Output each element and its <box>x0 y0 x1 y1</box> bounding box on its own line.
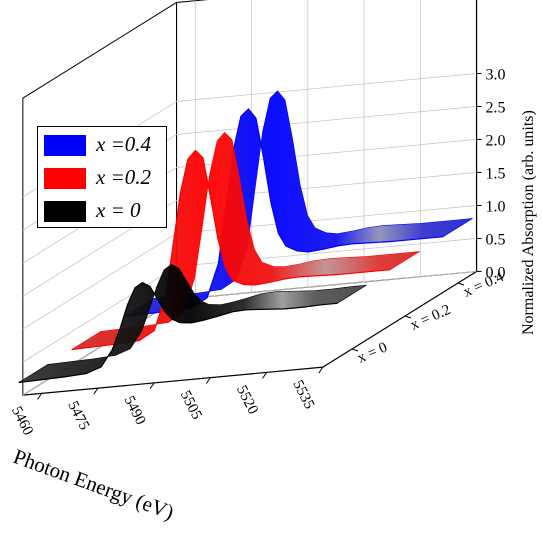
grid-line <box>22 299 177 396</box>
legend-label: x = 0 <box>96 198 141 222</box>
y-tick <box>351 348 359 352</box>
legend-label: x =0.2 <box>96 165 151 189</box>
x-axis-label: Photon Energy (eV) <box>10 444 177 524</box>
x-tick <box>262 372 268 379</box>
series-ribbons <box>18 90 473 384</box>
z-tick-label: 0.0 <box>486 264 506 281</box>
grid-line <box>22 266 177 363</box>
x-tick <box>93 387 99 395</box>
grid-line <box>176 271 477 300</box>
x-tick-label: 5535 <box>289 378 317 412</box>
legend-item-x-0.4: x =0.4 <box>44 132 162 157</box>
legend-item-x-0: x = 0 <box>44 198 162 223</box>
legend-swatch-red <box>44 168 86 189</box>
x-tick-label: 5460 <box>8 404 36 438</box>
y-tick <box>457 282 465 286</box>
x-tick <box>205 377 211 384</box>
y-tick <box>404 315 412 319</box>
y-tick-label: x = 0.2 <box>408 302 453 334</box>
x-tick-label: 5520 <box>233 383 261 417</box>
series-line <box>18 281 338 384</box>
x-tick-label: 5475 <box>64 399 92 433</box>
z-tick-label: 1.0 <box>486 198 506 215</box>
z-axis-label: Normalized Absorption (arb. units) <box>520 110 537 335</box>
x-tick <box>149 382 155 390</box>
legend-swatch-black <box>44 201 86 222</box>
legend: x =0.4 x =0.2 x = 0 <box>37 126 167 228</box>
z-tick-label: 1.5 <box>486 165 506 182</box>
x-tick <box>37 393 43 400</box>
legend-label: x =0.4 <box>96 132 151 156</box>
grid-line <box>22 233 177 330</box>
z-tick-label: 2.5 <box>486 99 506 116</box>
z-tick-label: 0.5 <box>486 231 506 248</box>
legend-swatch-blue <box>44 135 86 156</box>
z-tick-label: 2.0 <box>486 132 506 149</box>
series-line <box>124 108 444 318</box>
x-tick <box>318 366 324 374</box>
x-tick-label: 5490 <box>121 393 149 427</box>
grid-line <box>176 73 477 102</box>
x-tick-label: 5505 <box>177 388 205 422</box>
grid-line <box>176 106 477 135</box>
legend-item-x-0.2: x =0.2 <box>44 165 162 190</box>
z-tick-label: 3.0 <box>486 66 506 83</box>
